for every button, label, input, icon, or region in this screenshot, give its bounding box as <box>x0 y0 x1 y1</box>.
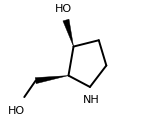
Polygon shape <box>35 76 68 84</box>
Text: NH: NH <box>83 95 100 105</box>
Text: HO: HO <box>55 4 72 14</box>
Polygon shape <box>63 19 74 47</box>
Text: HO: HO <box>8 106 25 116</box>
